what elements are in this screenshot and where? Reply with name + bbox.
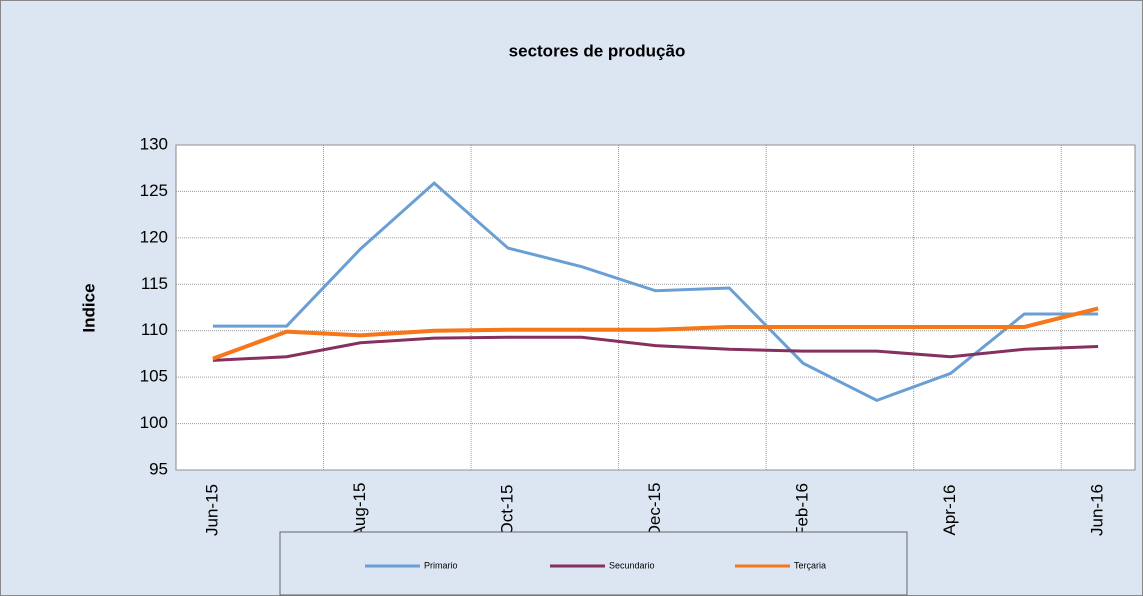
legend-label: Secundario (609, 560, 655, 570)
y-axis-label: Indice (79, 283, 98, 332)
y-tick-label: 130 (140, 134, 168, 153)
x-tick-label: Aug-15 (350, 483, 369, 538)
x-tick-label: Jun-16 (1088, 484, 1107, 536)
y-tick-label: 110 (141, 320, 168, 339)
x-tick-label: Oct-15 (497, 484, 516, 535)
y-tick-label: 125 (140, 181, 168, 200)
y-tick-label: 100 (140, 413, 168, 432)
y-tick-label: 95 (149, 459, 168, 478)
x-tick-label: Apr-16 (940, 484, 959, 535)
y-tick-label: 120 (140, 227, 168, 246)
series-line (212, 181, 1099, 402)
legend-box (279, 531, 908, 596)
series-line (212, 335, 1099, 362)
series-line (212, 306, 1099, 361)
chart-title: sectores de produção (509, 41, 686, 60)
x-tick-label: Jun-15 (202, 484, 221, 536)
y-tick-label: 115 (141, 274, 168, 293)
legend-label: Terçaria (794, 560, 826, 570)
x-tick-label: Feb-16 (793, 483, 812, 537)
legend-label: Primario (424, 560, 458, 570)
plot-area (175, 144, 1136, 471)
y-tick-label: 105 (140, 367, 168, 386)
x-tick-label: Dec-15 (645, 483, 664, 538)
